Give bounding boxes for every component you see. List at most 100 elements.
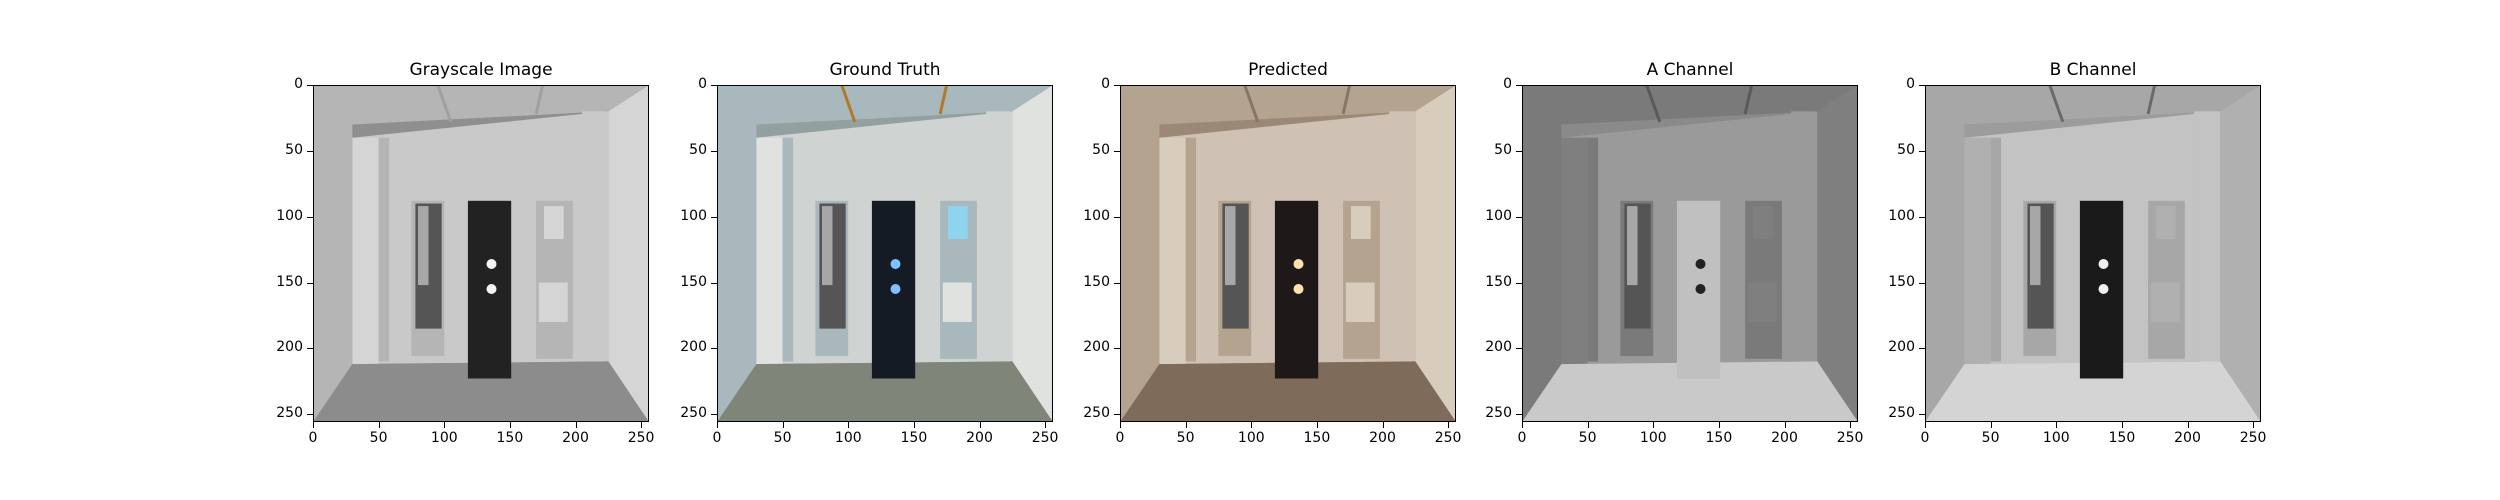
x-tick-label: 50 <box>773 430 792 446</box>
y-tick-label: 100 <box>1083 207 1110 224</box>
x-tick <box>1653 422 1655 428</box>
x-tick <box>1850 422 1852 428</box>
image-frame <box>1925 85 2261 422</box>
y-tick-label: 100 <box>276 207 303 224</box>
x-tick-label: 250 <box>2239 430 2267 446</box>
y-tick-label: 100 <box>1485 207 1512 224</box>
y-tick-label: 250 <box>1888 405 1915 422</box>
y-tick-label: 100 <box>1888 207 1915 224</box>
y-tick <box>1516 150 1522 152</box>
x-tick-label: 50 <box>1578 430 1597 446</box>
x-tick <box>1990 422 1992 428</box>
x-tick-label: 100 <box>1237 430 1265 446</box>
y-tick <box>307 85 313 86</box>
x-tick-label: 150 <box>1303 430 1331 446</box>
panel-truth: Ground Truth 0 50 100 150 200 250 0 50 100 150 200 2… <box>680 0 1087 500</box>
y-tick-label: 100 <box>680 207 707 224</box>
y-tick-label: 150 <box>276 273 303 290</box>
x-tick <box>1448 422 1450 428</box>
panel-bchan: B Channel 0 50 100 150 200 250 0 50 100 150 200 250 <box>1888 0 2295 500</box>
y-tick-label: 50 <box>1494 141 1512 158</box>
x-tick <box>1120 422 1121 428</box>
x-tick <box>717 422 718 428</box>
y-tick <box>1114 85 1120 86</box>
x-tick <box>2253 422 2255 428</box>
x-tick-label: 150 <box>2108 430 2136 446</box>
x-tick <box>1587 422 1589 428</box>
y-tick <box>1516 414 1522 416</box>
image-frame <box>1120 85 1456 422</box>
x-tick <box>1251 422 1253 428</box>
y-tick <box>1919 414 1925 416</box>
x-tick <box>509 422 511 428</box>
image-frame <box>1522 85 1858 422</box>
y-tick-label: 50 <box>1092 141 1110 158</box>
y-tick-label: 200 <box>276 339 303 356</box>
x-tick-label: 0 <box>308 430 318 446</box>
y-tick <box>1516 216 1522 218</box>
panel-title: Grayscale Image <box>409 60 553 80</box>
y-tick <box>711 414 717 416</box>
x-tick <box>1382 422 1384 428</box>
y-tick <box>1919 348 1925 350</box>
room-image <box>717 85 1053 422</box>
x-tick-label: 250 <box>1434 430 1462 446</box>
y-tick <box>711 282 717 284</box>
x-tick-label: 250 <box>1836 430 1864 446</box>
x-tick-label: 50 <box>1981 430 2000 446</box>
x-tick <box>1522 422 1523 428</box>
image-frame <box>313 85 649 422</box>
x-tick-label: 150 <box>1705 430 1733 446</box>
x-tick-label: 50 <box>369 430 388 446</box>
y-tick-label: 250 <box>1083 405 1110 422</box>
y-tick-label: 0 <box>1906 76 1915 92</box>
room-image <box>1925 85 2261 422</box>
y-tick <box>711 85 717 86</box>
y-tick-label: 250 <box>1485 405 1512 422</box>
x-tick-label: 200 <box>966 430 993 446</box>
y-tick <box>711 348 717 350</box>
y-tick-label: 0 <box>294 76 303 92</box>
y-tick <box>1114 348 1120 350</box>
x-tick <box>913 422 915 428</box>
y-tick-label: 50 <box>1897 141 1915 158</box>
y-tick <box>1516 348 1522 350</box>
x-tick <box>1718 422 1720 428</box>
x-tick <box>979 422 981 428</box>
y-tick-label: 200 <box>1888 339 1915 356</box>
x-tick-label: 0 <box>1115 430 1125 446</box>
x-tick <box>1925 422 1926 428</box>
y-tick-label: 150 <box>1083 273 1110 290</box>
image-frame <box>717 85 1053 422</box>
y-tick <box>307 150 313 152</box>
x-tick-label: 100 <box>430 430 458 446</box>
x-tick-label: 250 <box>627 430 655 446</box>
y-tick-label: 0 <box>1101 76 1110 92</box>
x-tick <box>848 422 850 428</box>
y-tick-label: 200 <box>680 339 707 356</box>
y-tick-label: 150 <box>680 273 707 290</box>
y-tick <box>1919 282 1925 284</box>
x-tick <box>2187 422 2189 428</box>
x-tick <box>575 422 577 428</box>
x-tick <box>313 422 314 428</box>
y-tick <box>307 282 313 284</box>
y-tick-label: 50 <box>285 141 303 158</box>
panel-gray: Grayscale Image 0 50 100 150 200 250 0 50 100 150 2… <box>276 0 683 500</box>
x-tick <box>1316 422 1318 428</box>
room-image <box>1120 85 1456 422</box>
y-tick-label: 50 <box>689 141 707 158</box>
x-tick <box>641 422 643 428</box>
x-tick-label: 0 <box>1920 430 1930 446</box>
x-tick-label: 100 <box>2042 430 2070 446</box>
x-tick <box>2121 422 2123 428</box>
panel-title: B Channel <box>2049 60 2137 80</box>
panel-title: Predicted <box>1248 60 1328 80</box>
y-tick-label: 0 <box>1503 76 1512 92</box>
y-tick <box>1114 150 1120 152</box>
y-tick <box>307 348 313 350</box>
y-tick <box>1919 85 1925 86</box>
y-tick <box>1516 282 1522 284</box>
room-image <box>313 85 649 422</box>
x-tick-label: 100 <box>1639 430 1667 446</box>
